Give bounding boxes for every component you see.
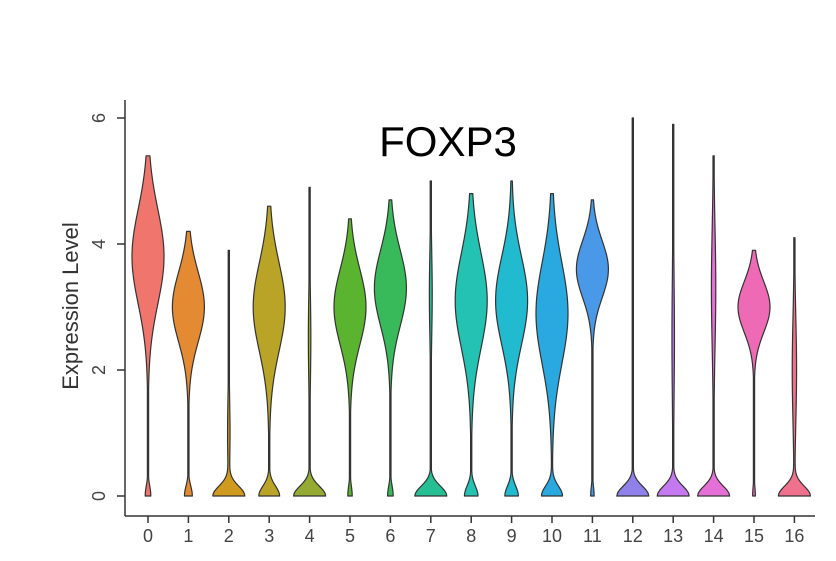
violin-1 [171,230,205,497]
violin-13 [656,123,690,497]
x-tick-label: 16 [784,526,804,546]
violin-11 [575,199,609,497]
x-tick-label: 7 [426,526,436,546]
x-tick-label: 9 [507,526,517,546]
y-tick-label: 6 [89,113,109,123]
x-tick-label: 3 [264,526,274,546]
violin-2 [212,249,246,497]
violin-7 [414,180,448,497]
violin-15 [737,249,771,497]
chart-title: FOXP3 [379,118,517,165]
y-axis-label: Expression Level [58,222,83,390]
x-tick-label: 12 [623,526,643,546]
violin-16 [777,237,811,497]
violin-6 [373,199,407,497]
violin-10 [535,193,569,497]
x-tick-label: 10 [542,526,562,546]
violin-8 [454,193,488,497]
violin-5 [333,218,367,497]
violin-3 [252,205,286,497]
x-tick-label: 8 [466,526,476,546]
y-tick-label: 0 [89,491,109,501]
x-tick-label: 11 [583,526,602,546]
x-tick-label: 6 [385,526,395,546]
violin-9 [495,180,529,497]
violin-14 [697,155,731,497]
x-tick-label: 2 [224,526,234,546]
x-tick-label: 4 [305,526,315,546]
x-tick-label: 1 [183,526,193,546]
violin-0 [131,155,165,497]
x-tick-label: 13 [663,526,683,546]
violin-4 [293,186,327,497]
violins [131,117,811,497]
x-tick-label: 14 [704,526,724,546]
x-tick-label: 5 [345,526,355,546]
x-tick-label: 0 [143,526,153,546]
violin-12 [616,117,650,497]
y-tick-label: 2 [89,365,109,375]
y-tick-label: 4 [89,239,109,249]
x-tick-label: 15 [744,526,764,546]
